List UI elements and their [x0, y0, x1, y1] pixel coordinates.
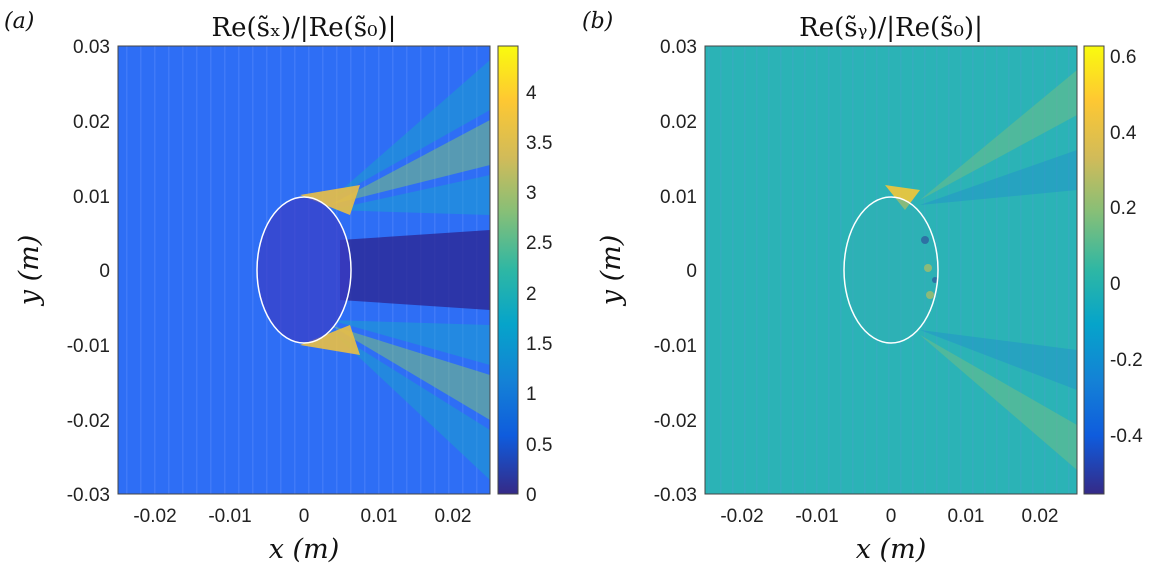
- colorbar-tick-label: 3.5: [526, 133, 552, 154]
- heatmap-b: [705, 46, 1077, 494]
- colorbar-tick-label: 4: [526, 83, 537, 104]
- y-tick-label: 0.01: [73, 187, 110, 208]
- panel-b-title: Re(s̃ᵧ)/|Re(s̃₀)|: [799, 13, 983, 43]
- y-tick-label: -0.02: [67, 411, 110, 432]
- x-ticks-b: -0.02 -0.01 0 0.01 0.02: [720, 506, 1058, 527]
- colorbar-ticks-a: 0 0.5 1 1.5 2 2.5 3 3.5 4: [526, 83, 552, 506]
- y-axis-label-a: y (m): [14, 235, 45, 307]
- y-tick-label: -0.01: [654, 336, 697, 357]
- x-tick-label: 0.02: [1022, 506, 1059, 527]
- y-tick-label: 0.03: [73, 37, 110, 58]
- x-axis-label-a: x (m): [269, 534, 339, 565]
- colorbar-tick-label: 1: [526, 384, 537, 405]
- panel-a-label: (a): [4, 9, 34, 34]
- colorbar-tick-label: 0: [1110, 274, 1121, 295]
- panel-b: (b) Re(s̃ᵧ)/|Re(s̃₀)| 0.03 0.02 0.0: [582, 9, 1143, 565]
- scatterer-outline-a: [256, 196, 352, 344]
- y-tick-label: -0.02: [654, 411, 697, 432]
- x-tick-label: 0.01: [948, 506, 985, 527]
- colorbar-tick-label: -0.2: [1110, 350, 1143, 371]
- x-tick-label: 0: [886, 506, 897, 527]
- plot-frame-a: [117, 45, 491, 495]
- y-ticks-b: 0.03 0.02 0.01 0 -0.01 -0.02 -0.03: [654, 37, 697, 506]
- y-tick-label: 0: [686, 261, 697, 282]
- y-tick-label: -0.03: [67, 485, 110, 506]
- colorbar-tick-label: 0.5: [526, 435, 552, 456]
- y-axis-label-b: y (m): [596, 235, 627, 307]
- colorbar-tick-label: 0.2: [1110, 198, 1136, 219]
- y-ticks-a: 0.03 0.02 0.01 0 -0.01 -0.02 -0.03: [67, 37, 110, 506]
- colorbar-b: [1083, 45, 1105, 495]
- x-tick-label: -0.02: [133, 506, 176, 527]
- colorbar-tick-label: -0.4: [1110, 426, 1143, 447]
- plot-frame-b: [704, 45, 1078, 495]
- x-tick-label: -0.01: [795, 506, 838, 527]
- y-tick-label: 0.03: [660, 37, 697, 58]
- y-tick-label: -0.01: [67, 336, 110, 357]
- colorbar-tick-label: 0.6: [1110, 47, 1136, 68]
- panel-a-title: Re(s̃ₓ)/|Re(s̃₀)|: [212, 13, 397, 43]
- x-ticks-a: -0.02 -0.01 0 0.01 0.02: [133, 506, 471, 527]
- heatmap-a: [118, 46, 490, 494]
- colorbar-tick-label: 1.5: [526, 334, 552, 355]
- y-tick-label: 0.01: [660, 187, 697, 208]
- x-axis-label-b: x (m): [856, 534, 926, 565]
- x-tick-label: -0.02: [720, 506, 763, 527]
- x-tick-label: -0.01: [208, 506, 251, 527]
- colorbar-tick-label: 2: [526, 284, 537, 305]
- colorbar-ticks-b: 0.6 0.4 0.2 0 -0.2 -0.4: [1110, 47, 1143, 447]
- x-tick-label: 0.02: [435, 506, 472, 527]
- y-tick-label: 0.02: [73, 112, 110, 133]
- panel-b-label: (b): [582, 9, 613, 34]
- scatterer-outline-b: [843, 196, 939, 344]
- colorbar-tick-label: 3: [526, 183, 537, 204]
- y-tick-label: -0.03: [654, 485, 697, 506]
- colorbar-tick-label: 0.4: [1110, 123, 1137, 144]
- y-tick-label: 0: [99, 261, 110, 282]
- y-tick-label: 0.02: [660, 112, 697, 133]
- x-tick-label: 0.01: [361, 506, 398, 527]
- colorbar-a: [497, 45, 519, 495]
- panel-a: (a) Re(s̃ₓ)/|Re(s̃₀)| 0.03: [4, 9, 552, 565]
- x-tick-label: 0: [299, 506, 310, 527]
- colorbar-tick-label: 2.5: [526, 233, 552, 254]
- colorbar-tick-label: 0: [526, 485, 537, 506]
